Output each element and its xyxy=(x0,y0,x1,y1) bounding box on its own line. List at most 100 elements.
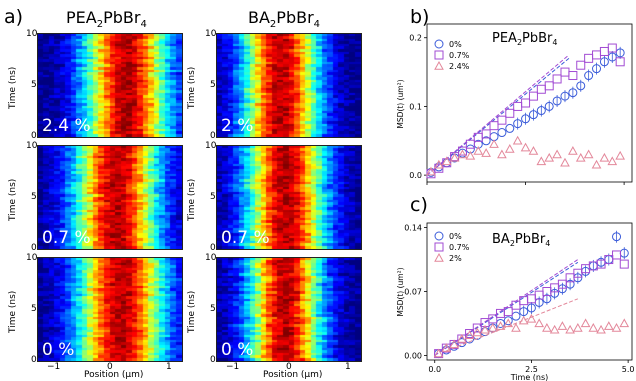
data-point-ba-2 xyxy=(619,318,630,328)
data-point-ba-2 xyxy=(456,333,467,343)
data-point-pea-0 xyxy=(528,110,538,120)
heatmap-ytick-top: 10 xyxy=(205,29,217,39)
panel-label-a: a) xyxy=(4,6,24,28)
data-point-pea-0 xyxy=(521,114,531,124)
heatmap-ytick-top: 10 xyxy=(205,253,217,263)
ytick-label-ba: 0.07 xyxy=(404,288,422,297)
data-point-ba-2 xyxy=(542,323,552,332)
data-point-pea-2 xyxy=(489,139,499,148)
data-point-ba-2 xyxy=(534,318,545,328)
data-point-pea-2 xyxy=(560,157,570,167)
xtick-label-ba: 2.5 xyxy=(525,365,538,374)
data-point-pea-2 xyxy=(497,149,507,159)
heatmap-ytick-mid: 5 xyxy=(31,192,37,202)
data-point-pea-1 xyxy=(615,57,625,67)
data-point-ba-1 xyxy=(604,255,614,265)
data-point-pea-2 xyxy=(457,149,468,159)
ytick-label-ba: 0.00 xyxy=(404,351,422,360)
heatmap-ba-2-percent xyxy=(216,33,362,138)
heatmap-ytick-top: 10 xyxy=(26,29,38,39)
data-point-pea-2 xyxy=(591,159,602,169)
data-point-ba-0 xyxy=(511,311,521,321)
data-point-ba-1 xyxy=(565,273,575,283)
legend-label-ba-2: 2% xyxy=(449,254,462,263)
heatmap-ytick-top: 10 xyxy=(205,141,217,151)
heatmap-ytick-mid: 5 xyxy=(210,80,216,90)
data-point-ba-0 xyxy=(519,307,529,317)
ytick-label-pea: 0.0 xyxy=(409,171,422,180)
data-point-ba-1 xyxy=(526,294,536,304)
data-point-pea-2 xyxy=(575,152,586,162)
data-point-pea-0 xyxy=(576,81,586,91)
data-point-pea-1 xyxy=(505,108,515,118)
data-point-pea-2 xyxy=(433,159,444,169)
data-point-pea-1 xyxy=(599,46,609,56)
data-point-pea-2 xyxy=(481,148,491,157)
data-point-ba-2 xyxy=(588,323,599,332)
data-point-pea-1 xyxy=(426,169,436,179)
data-point-pea-2 xyxy=(544,152,555,162)
data-point-pea-2 xyxy=(568,146,578,155)
data-point-pea-1 xyxy=(544,81,554,91)
heatmap-ytick-top: 10 xyxy=(26,141,38,151)
data-point-ba-1 xyxy=(511,300,521,310)
data-point-pea-1 xyxy=(607,43,617,53)
data-point-ba-2 xyxy=(549,324,560,334)
heatmap-ytick-top: 10 xyxy=(26,253,38,263)
data-point-pea-0 xyxy=(552,96,562,106)
data-point-pea-1 xyxy=(521,98,531,108)
legend-marker-ba-1 xyxy=(434,242,444,252)
heatmap-label-r2c1: 0.7 % xyxy=(42,228,91,248)
panel-label-c: c) xyxy=(410,194,428,216)
data-point-ba-2 xyxy=(441,343,452,352)
data-point-pea-2 xyxy=(426,166,436,176)
data-point-ba-0 xyxy=(495,318,505,328)
legend-label-ba-1: 0.7% xyxy=(449,243,470,252)
data-point-ba-2 xyxy=(557,321,568,330)
data-point-ba-1 xyxy=(619,259,629,269)
data-point-pea-0 xyxy=(615,48,625,58)
xtick-label-ba: 5.0 xyxy=(622,365,635,374)
data-point-pea-1 xyxy=(465,139,475,149)
data-point-pea-2 xyxy=(599,152,610,162)
heatmap-ytick-bottom: 0 xyxy=(31,355,37,365)
data-point-ba-2 xyxy=(580,318,591,328)
heatmap-label-r1c2: 2 % xyxy=(221,116,254,136)
data-point-pea-0 xyxy=(592,64,602,74)
data-point-pea-2 xyxy=(583,149,594,159)
heatmap-ba-0-percent xyxy=(216,257,362,362)
data-point-pea-2 xyxy=(504,143,515,153)
heatmap-pea-2-4-percent xyxy=(37,33,183,138)
data-point-pea-0 xyxy=(607,52,617,62)
heatmap-xtick: −1 xyxy=(226,362,240,372)
heatmap-label-r1c1: 2.4 % xyxy=(42,116,91,136)
panel-label-b: b) xyxy=(410,6,430,28)
data-point-ba-2 xyxy=(472,327,483,337)
heatmap-label-r3c1: 0 % xyxy=(42,340,75,360)
data-point-pea-1 xyxy=(481,129,491,139)
data-point-ba-2 xyxy=(611,323,622,332)
data-point-ba-2 xyxy=(603,321,614,330)
heatmap-xtick: 0 xyxy=(107,362,113,372)
data-point-ba-2 xyxy=(511,323,521,332)
data-point-ba-1 xyxy=(596,259,606,269)
data-point-ba-0 xyxy=(503,316,513,326)
data-point-ba-1 xyxy=(503,307,513,317)
data-point-ba-0 xyxy=(612,232,622,242)
data-point-ba-0 xyxy=(526,303,536,313)
data-point-ba-1 xyxy=(612,250,622,260)
xtick-label-ba: 0.0 xyxy=(428,365,441,374)
legend-marker-pea-0 xyxy=(434,39,444,49)
heatmap-ytick-mid: 5 xyxy=(210,304,216,314)
data-point-pea-1 xyxy=(457,146,467,156)
heatmap-ytick-mid: 5 xyxy=(210,192,216,202)
data-point-pea-0 xyxy=(584,71,594,81)
ylabel-pea: MSD(t) (um²) xyxy=(396,79,405,128)
heatmap-ytick-bottom: 0 xyxy=(210,243,216,253)
ylabel-ba: MSD(t) (um²) xyxy=(396,267,405,316)
legend-label-pea-0: 0% xyxy=(449,40,462,49)
fit-line-ba-2 xyxy=(446,298,579,352)
heatmap-xlabel: Position (μm) xyxy=(84,370,144,380)
heatmap-xtick: 0 xyxy=(286,362,292,372)
data-point-pea-2 xyxy=(552,149,562,159)
